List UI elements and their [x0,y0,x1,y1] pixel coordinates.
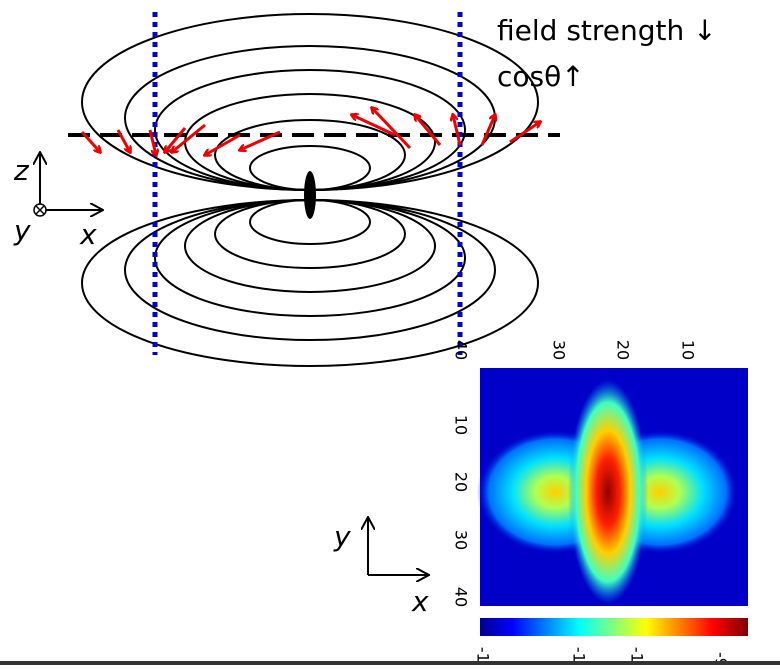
x-tick-label: 30 [550,340,569,360]
axis-label: y [333,520,351,553]
bottom-axes: y x [333,518,429,618]
x-tick-label: 40 [452,340,471,360]
bottom-edge [0,661,780,665]
heatmap [477,368,748,606]
y-tick-label: 40 [452,587,471,607]
axis-label: z [13,154,30,187]
top-axes: z y x [13,153,102,251]
y-tick-label: 20 [452,472,471,492]
diagram: field strength ↓ cosθ↑ z y x 40 30 20 10 10 2… [0,0,780,665]
field-label: field strength ↓ [497,14,717,47]
cos-label: cosθ↑ [497,60,585,93]
arrows [82,108,540,155]
x-tick-label: 10 [679,340,698,360]
colorbar [480,618,748,636]
axis-label: y [13,214,31,247]
y-tick-label: 10 [452,415,471,435]
axis-label: x [79,218,97,251]
page: {"annotations": {"field_label": "field s… [0,0,780,665]
dipole [304,171,316,219]
axis-label: x [411,585,429,618]
y-tick-label: 30 [452,530,471,550]
x-tick-label: 20 [614,340,633,360]
